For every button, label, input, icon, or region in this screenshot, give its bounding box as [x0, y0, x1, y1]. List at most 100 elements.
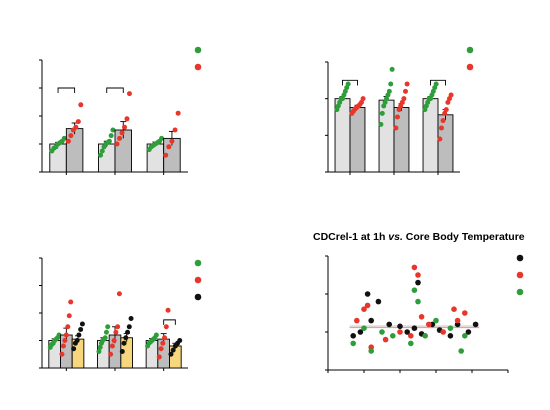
data-point: [451, 306, 457, 313]
data-point: [78, 102, 84, 108]
significance-bracket: [57, 87, 76, 93]
data-point: [361, 325, 367, 332]
legend-marker: [466, 63, 474, 71]
data-point: [165, 307, 171, 313]
legend-marker: [194, 293, 202, 301]
data-point: [123, 335, 129, 341]
data-point: [397, 329, 403, 335]
data-point: [433, 317, 439, 324]
data-point: [386, 321, 393, 328]
data-point: [125, 329, 131, 335]
data-point: [109, 343, 115, 349]
data-point: [402, 88, 408, 94]
data-point: [378, 121, 384, 127]
panel-c: [39, 46, 202, 175]
data-point: [394, 114, 400, 120]
data-point: [438, 125, 444, 131]
data-point: [408, 333, 414, 339]
bar: [98, 143, 116, 173]
data-point: [440, 118, 446, 124]
data-point: [116, 291, 122, 297]
data-point: [447, 333, 454, 339]
data-point: [97, 344, 103, 350]
data-point: [472, 321, 479, 328]
panel-f: CDCrel-1 at 1h vs. Core Body Temperature: [313, 231, 525, 373]
data-point: [122, 124, 128, 130]
data-point: [386, 88, 392, 94]
data-point: [170, 347, 176, 353]
title-part: CDCrel-1 at 1h: [313, 231, 388, 243]
legend-marker: [194, 276, 202, 284]
data-point: [433, 81, 439, 87]
data-point: [411, 264, 418, 271]
data-point: [462, 310, 468, 316]
data-point: [62, 338, 68, 343]
data-point: [162, 335, 168, 341]
data-point: [126, 91, 132, 97]
data-point: [106, 138, 112, 144]
data-point: [128, 316, 134, 321]
data-point: [408, 340, 414, 347]
chart-title: CDCrel-1 at 1h vs. Core Body Temperature: [313, 231, 525, 243]
data-point: [368, 348, 375, 354]
data-point: [60, 343, 66, 349]
legend-marker: [466, 46, 474, 54]
data-point: [126, 324, 132, 330]
data-point: [158, 346, 164, 352]
data-point: [401, 96, 407, 102]
data-point: [75, 119, 81, 125]
data-point: [354, 317, 360, 324]
data-point: [411, 287, 418, 294]
data-point: [389, 66, 395, 72]
data-point: [393, 125, 399, 131]
data-point: [345, 81, 351, 87]
bar: [349, 107, 366, 173]
data-point: [110, 127, 116, 133]
data-point: [415, 298, 421, 305]
data-point: [357, 329, 364, 335]
data-point: [364, 291, 371, 297]
data-point: [74, 338, 80, 343]
data-point: [163, 152, 169, 158]
legend-marker: [516, 288, 524, 296]
data-point: [63, 332, 69, 338]
data-point: [390, 333, 396, 339]
data-point: [68, 299, 74, 305]
data-point: [350, 340, 357, 347]
data-point: [68, 133, 74, 139]
data-point: [368, 317, 375, 324]
data-point: [350, 333, 357, 339]
data-point: [404, 329, 411, 335]
data-point: [418, 314, 425, 320]
data-point: [119, 130, 125, 136]
legend-marker: [194, 259, 202, 267]
data-point: [382, 336, 389, 343]
data-point: [102, 335, 108, 341]
data-point: [411, 325, 418, 332]
data-point: [422, 333, 429, 339]
data-point: [113, 329, 119, 335]
legend-marker: [516, 271, 524, 279]
data-point: [153, 332, 159, 338]
data-point: [448, 92, 454, 98]
legend-marker: [194, 46, 202, 54]
significance-bracket: [430, 79, 446, 86]
data-point: [66, 313, 72, 319]
data-point: [404, 81, 410, 87]
data-point: [114, 141, 120, 147]
data-point: [115, 324, 121, 330]
data-point: [159, 135, 165, 141]
data-point: [454, 317, 461, 324]
data-point: [447, 325, 454, 332]
data-point: [397, 323, 403, 330]
data-point: [111, 338, 117, 343]
data-point: [108, 351, 114, 357]
data-point: [65, 138, 71, 144]
data-point: [108, 133, 114, 139]
data-point: [103, 329, 109, 335]
data-point: [379, 329, 385, 335]
data-point: [59, 351, 65, 357]
data-point: [168, 351, 174, 357]
title-part: vs.: [388, 231, 403, 243]
